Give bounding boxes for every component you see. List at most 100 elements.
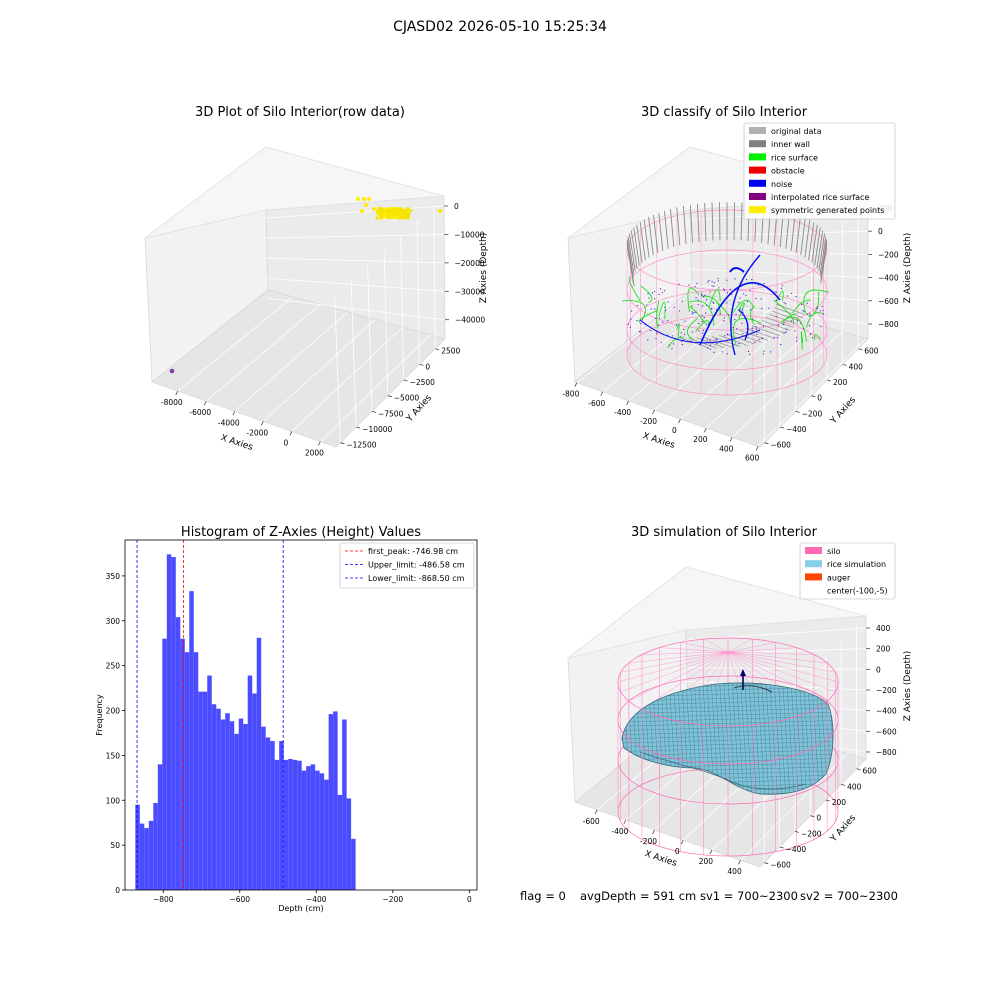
flag-text: flag = 0 xyxy=(520,889,566,903)
noise-point xyxy=(739,308,741,310)
mesh-line xyxy=(765,682,774,795)
histogram-bar xyxy=(306,766,311,890)
histogram-bar xyxy=(279,741,284,890)
data-point xyxy=(400,211,404,215)
histogram-legend-entries: first_peak: -746.98 cm Upper_limit: -486.… xyxy=(345,547,465,583)
noise-point xyxy=(781,284,783,286)
noise-point xyxy=(716,338,718,340)
noise-point xyxy=(746,300,749,302)
histogram-bar xyxy=(180,638,185,890)
z-tick-label: −10000 xyxy=(454,230,484,239)
silo-roof-spoke xyxy=(727,651,836,673)
mesh-line xyxy=(723,682,732,795)
raw-3d-y-ticks: 2500 0 −2500 −5000 −7500 −10000 −12500 xyxy=(340,347,461,450)
noise-point xyxy=(647,293,649,295)
histogram-bar xyxy=(135,804,140,890)
noise-point xyxy=(776,291,778,293)
noise-point xyxy=(727,314,730,316)
legend-swatch xyxy=(749,127,766,134)
noise-point xyxy=(763,283,765,285)
noise-point xyxy=(754,341,756,343)
noise-point xyxy=(672,343,675,345)
gridline xyxy=(367,265,373,412)
raw-3d-z-ticks: 0 −10000 −20000 −30000 −40000 xyxy=(444,202,485,325)
noise-point xyxy=(667,334,669,336)
mesh-line xyxy=(622,728,834,735)
x-tick-label: −200 xyxy=(383,895,404,904)
mesh-line xyxy=(777,682,787,795)
gridline xyxy=(686,648,867,655)
data-point xyxy=(375,209,379,213)
y-tick-label: −2500 xyxy=(410,378,436,387)
noise-point xyxy=(769,351,772,353)
z-tick-label: −20000 xyxy=(454,259,484,268)
y-tick-label: 400 xyxy=(847,782,862,791)
legend-label: silo xyxy=(827,547,841,556)
noise-point xyxy=(809,315,811,317)
histogram-bar xyxy=(220,719,226,890)
inner-wall-stroke xyxy=(771,310,801,322)
y-tick-label: −600 xyxy=(770,861,791,870)
x-tick-label: 200 xyxy=(693,435,708,444)
inner-wall-stroke xyxy=(765,317,794,328)
noise-point xyxy=(705,312,707,314)
noise-point xyxy=(705,299,708,301)
inner-wall-stroke xyxy=(719,334,748,346)
silo-roof-spoke xyxy=(641,651,729,710)
simulation-3d-z-ticks: 400 200 0 −200 −400 −600 −800 xyxy=(866,624,897,757)
inner-wall-stroke xyxy=(711,202,714,241)
y-tick-label: −10000 xyxy=(362,425,392,434)
histogram-ylabel: Frequency xyxy=(95,694,104,736)
classify-3d-x-ticks: -800 -600 -400 -200 0 200 400 600 xyxy=(562,382,760,462)
histogram-bar xyxy=(270,741,275,890)
noise-point xyxy=(713,281,715,284)
x-tick-mark xyxy=(260,421,264,426)
noise-point xyxy=(750,332,752,335)
raw-3d-points xyxy=(169,197,442,374)
noise-point xyxy=(743,293,745,295)
noise-point xyxy=(751,327,753,329)
noise-point xyxy=(698,322,700,325)
noise-point xyxy=(661,291,663,294)
data-point xyxy=(375,216,379,220)
x-tick-label: −600 xyxy=(229,895,250,904)
histogram-bar xyxy=(315,770,320,890)
histogram-y-ticks: 0 50 100 150 200 250 300 350 xyxy=(106,572,125,895)
legend-label: Lower_limit: -868.50 cm xyxy=(368,574,465,583)
noise-point xyxy=(803,328,805,330)
noise-point xyxy=(680,332,682,334)
silo-roof-spoke xyxy=(727,651,815,655)
x-tick-label: 0 xyxy=(672,426,677,435)
noise-point xyxy=(709,321,711,323)
histogram-bar xyxy=(274,759,280,890)
z-tick-label: −800 xyxy=(876,748,897,757)
inner-wall-stroke xyxy=(626,239,634,278)
rice-surface-strand xyxy=(732,299,755,314)
noise-point xyxy=(806,302,808,304)
gridline xyxy=(383,250,389,396)
legend-label: inner wall xyxy=(771,140,810,149)
outlier-point xyxy=(169,368,175,374)
mesh-line xyxy=(622,749,834,756)
mesh-line xyxy=(622,716,834,723)
noise-point xyxy=(627,323,629,325)
noise-point xyxy=(727,334,729,336)
x-tick-label: 0 xyxy=(283,438,288,447)
inner-wall-stroke xyxy=(636,224,643,263)
inner-wall-stroke xyxy=(751,325,780,337)
raw-3d-x-ticks: -8000 -6000 -4000 -2000 0 2000 xyxy=(161,390,324,457)
silo-roof-spoke xyxy=(727,651,839,683)
classify-3d-ylabel: Y Axies xyxy=(828,395,858,427)
z-tick-label: 0 xyxy=(876,665,881,674)
histogram-bar xyxy=(243,723,248,890)
legend-label: auger xyxy=(827,573,851,582)
rice-surface-strand xyxy=(773,299,795,325)
data-point xyxy=(390,212,395,217)
noise-point xyxy=(763,350,765,352)
noise-point xyxy=(695,297,697,299)
inner-wall-stroke xyxy=(628,233,636,272)
inner-wall-stroke xyxy=(816,230,824,269)
noise-point xyxy=(783,332,785,334)
z-tick-label: −30000 xyxy=(455,287,485,296)
noise-point xyxy=(660,341,662,344)
